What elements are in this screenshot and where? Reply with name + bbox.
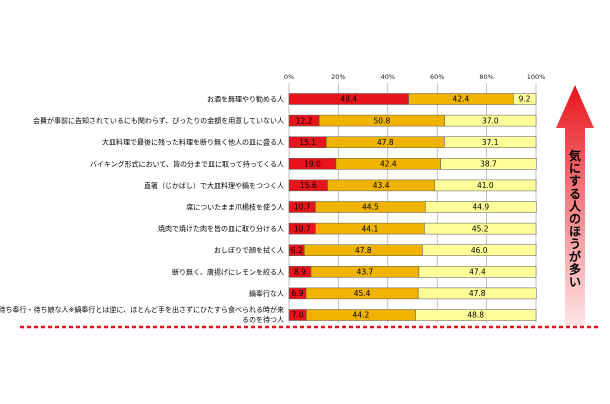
category-label: バイキング形式において、皆の分まで皿に取って持ってくる人 <box>90 159 284 168</box>
bar-value-label: 43.4 <box>373 181 390 190</box>
bar-value-label: 44.1 <box>362 224 379 233</box>
bar-value-label: 45.4 <box>354 289 371 298</box>
category-labels: お酒を無理やり勧める人会費が事前に告知されているにも関わらず、ぴったりの金額を用… <box>0 95 284 325</box>
bar-value-label: 46.0 <box>471 246 488 255</box>
category-label: お酒を無理やり勧める人 <box>207 95 284 104</box>
bar-value-label: 44.9 <box>472 203 489 212</box>
x-tick-label: 0% <box>284 73 294 81</box>
category-label: 待ち奉行・待ち娘な人※鍋奉行とは逆に、ほとんど手を出さずにひたすら食べられる時が… <box>0 305 284 314</box>
bar-value-label: 47.4 <box>469 268 486 277</box>
bar-value-label: 15.1 <box>299 138 316 147</box>
arrow-text-char: の <box>569 212 581 226</box>
category-label: 焼肉で焼けた肉を皆の皿に取り分ける人 <box>158 224 284 233</box>
bar-segment <box>415 309 537 321</box>
x-tick-label: 100% <box>527 73 546 81</box>
bar-value-label: 47.8 <box>377 138 394 147</box>
bar-segment <box>440 158 537 170</box>
arrow-text-char: 気 <box>569 148 581 163</box>
bar-value-label: 41.0 <box>477 181 494 190</box>
bar-value-label: 42.4 <box>453 95 470 104</box>
bar-value-label: 38.7 <box>480 160 497 169</box>
bar-value-label: 50.8 <box>374 116 391 125</box>
bar-segment <box>513 93 537 105</box>
category-label: 席についたまま爪楊枝を使う人 <box>186 203 284 212</box>
arrow-text-char: る <box>569 187 581 201</box>
x-tick-label: 40% <box>381 73 395 81</box>
category-label: 直箸（じかばし）で大皿料理や鍋をつつく人 <box>144 181 284 190</box>
bar-value-label: 19.0 <box>304 160 321 169</box>
category-label: るのを待つ人 <box>242 315 284 324</box>
bar-segment <box>424 222 537 235</box>
x-tick-label: 20% <box>331 73 345 81</box>
category-label: おしぼりで顔を拭く人 <box>214 246 284 255</box>
arrow-text-char: ほ <box>569 225 581 239</box>
bar-value-label: 44.5 <box>362 203 379 212</box>
arrow-annotation-text: 気にする人のほうが多い <box>569 148 582 289</box>
category-label: 断り無く、唐揚げにレモンを絞る人 <box>172 267 284 276</box>
bar-segment <box>418 266 537 278</box>
up-arrow-icon <box>556 85 594 326</box>
arrow-text-char: が <box>569 249 581 264</box>
bar-value-label: 6.2 <box>291 246 303 255</box>
bar-segment <box>417 287 537 300</box>
trend-arrow: 気にする人のほうが多い <box>556 85 594 326</box>
bar-segment <box>444 136 537 148</box>
arrow-text-char: う <box>569 237 581 251</box>
bar-value-label: 15.6 <box>300 181 317 190</box>
bar-segment <box>434 179 537 192</box>
bar-value-label: 10.7 <box>294 224 311 233</box>
arrow-text-char: 人 <box>569 198 582 213</box>
bar-value-label: 10.7 <box>294 203 311 212</box>
bar-value-label: 6.9 <box>292 289 304 298</box>
x-axis-tick-labels: 0% 20% 40% 60% 80% 100% <box>284 73 545 81</box>
bar-segment <box>422 244 537 256</box>
arrow-text-char: 多 <box>569 261 581 276</box>
bar-value-label: 9.2 <box>519 95 531 104</box>
arrow-text-char: す <box>569 174 581 188</box>
bar-segment <box>444 114 537 127</box>
bar-value-label: 42.4 <box>380 160 397 169</box>
bar-value-label: 47.8 <box>469 289 486 298</box>
bar-value-label: 48.4 <box>340 95 357 104</box>
bar-value-label: 7.0 <box>292 311 304 320</box>
bar-value-label: 43.7 <box>357 268 374 277</box>
category-label: 会費が事前に告知されているにも関わらず、ぴったりの金額を用意していない人 <box>33 116 284 125</box>
bar-value-label: 12.2 <box>296 116 313 125</box>
arrow-text-char: に <box>569 162 581 176</box>
arrow-text-char: い <box>569 275 581 289</box>
bar-value-label: 37.1 <box>482 138 499 147</box>
bar-value-label: 45.2 <box>472 224 489 233</box>
bars: 48.4 42.4 9.2 12.2 50.8 37.0 15.1 47.8 37.1 19.0 4… <box>288 93 537 321</box>
category-label: 大皿料理で最後に残った料理を断り無く他人の皿に盛る人 <box>102 138 284 147</box>
x-tick-label: 60% <box>430 73 444 81</box>
category-label: 鍋奉行な人 <box>249 289 284 298</box>
bar-value-label: 44.2 <box>353 311 370 320</box>
bar-value-label: 8.9 <box>294 268 306 277</box>
bar-value-label: 48.8 <box>467 311 484 320</box>
bar-segment <box>425 201 537 213</box>
bar-value-label: 37.0 <box>482 116 499 125</box>
x-tick-label: 80% <box>479 73 493 81</box>
bar-value-label: 47.8 <box>355 246 372 255</box>
